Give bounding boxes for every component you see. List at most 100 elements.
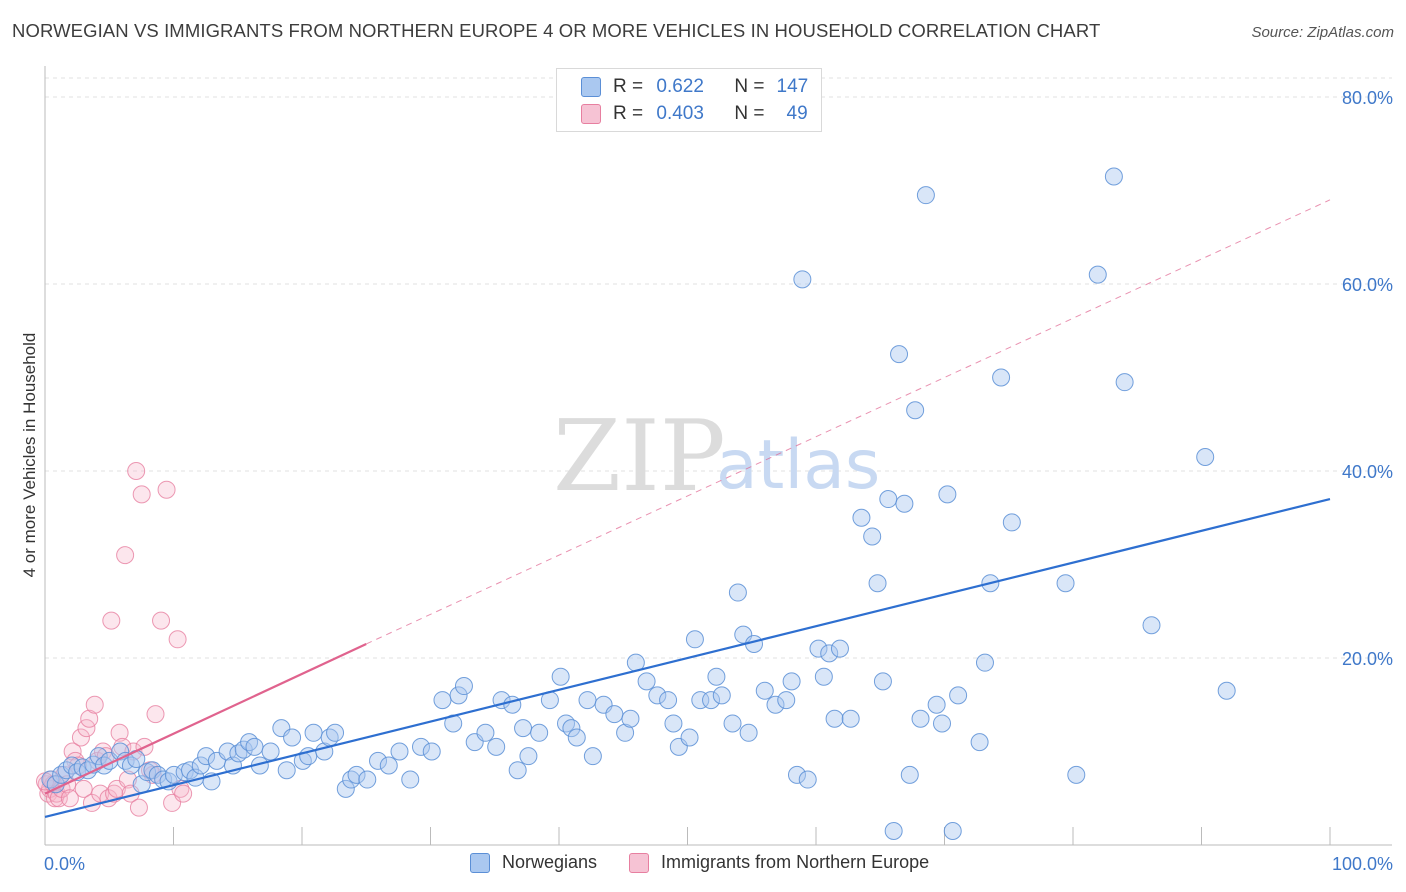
- watermark-atlas: atlas: [716, 426, 880, 505]
- legend-label: Immigrants from Northern Europe: [661, 852, 930, 872]
- point-norwegians: [245, 737, 264, 756]
- y-tick-label: 80.0%: [1342, 88, 1393, 108]
- point-norwegians: [347, 765, 366, 784]
- legend-swatch-pink: [581, 104, 601, 124]
- point-norwegians: [648, 686, 667, 705]
- n-label: N =: [734, 103, 765, 124]
- point-norwegians: [852, 508, 871, 527]
- point-norwegians: [825, 709, 844, 728]
- point-norwegians: [1142, 616, 1161, 635]
- stats-legend: R = 0.622 N = 147 R = 0.403 N = 49: [556, 68, 822, 132]
- point-norwegians: [514, 719, 533, 738]
- point-norwegians: [873, 672, 892, 691]
- n-value: 49: [786, 103, 808, 124]
- point-norwegians: [379, 756, 398, 775]
- point-norwegians: [728, 583, 747, 602]
- point-norwegians: [702, 691, 721, 710]
- point-immigrants: [116, 546, 135, 565]
- point-norwegians: [1115, 373, 1134, 392]
- point-norwegians: [567, 728, 586, 747]
- legend-row-norwegians: R = 0.622 N = 147: [581, 73, 808, 101]
- point-norwegians: [401, 770, 420, 789]
- point-norwegians: [336, 779, 355, 798]
- trend-immigrants: [44, 642, 367, 795]
- point-norwegians: [975, 653, 994, 672]
- point-norwegians: [680, 728, 699, 747]
- point-norwegians: [798, 770, 817, 789]
- point-immigrants: [60, 789, 79, 808]
- trend-lines: [44, 199, 1331, 819]
- point-norwegians: [906, 401, 925, 420]
- point-immigrants: [110, 723, 129, 742]
- point-norwegians: [449, 686, 468, 705]
- legend-swatch-pink: [629, 852, 650, 873]
- point-immigrants: [85, 695, 104, 714]
- r-value: 0.622: [656, 76, 704, 97]
- point-norwegians: [766, 695, 785, 714]
- point-norwegians: [809, 639, 828, 658]
- chart-title: NORWEGIAN VS IMMIGRANTS FROM NORTHERN EU…: [12, 20, 1101, 41]
- point-norwegians: [1002, 513, 1021, 532]
- gridlines: [45, 77, 1392, 659]
- n-label: N =: [734, 76, 765, 97]
- point-norwegians: [992, 368, 1011, 387]
- point-immigrants: [146, 705, 165, 724]
- point-norwegians: [578, 691, 597, 710]
- point-norwegians: [916, 186, 935, 205]
- point-norwegians: [277, 761, 296, 780]
- point-norwegians: [664, 714, 683, 733]
- point-norwegians: [621, 709, 640, 728]
- point-immigrants: [80, 709, 99, 728]
- point-norwegians: [712, 686, 731, 705]
- y-tick-label: 40.0%: [1342, 462, 1393, 482]
- point-norwegians: [739, 723, 758, 742]
- point-norwegians: [793, 270, 812, 289]
- trend-norwegians: [44, 497, 1331, 819]
- legend-label: Norwegians: [502, 852, 598, 872]
- watermark: ZIP atlas: [553, 400, 880, 514]
- point-norwegians: [895, 494, 914, 513]
- r-label: R =: [613, 103, 644, 124]
- point-norwegians: [197, 747, 216, 766]
- point-norwegians: [422, 742, 441, 761]
- point-norwegians: [755, 681, 774, 700]
- legend-swatch-blue: [470, 852, 490, 873]
- legend-item-immigrants: Immigrants from Northern Europe: [629, 852, 929, 873]
- point-immigrants: [69, 756, 88, 775]
- point-immigrants: [132, 485, 151, 504]
- point-immigrants: [129, 798, 148, 817]
- point-norwegians: [938, 485, 957, 504]
- point-norwegians: [879, 490, 898, 509]
- point-norwegians: [1196, 447, 1215, 466]
- point-norwegians: [562, 719, 581, 738]
- point-norwegians: [884, 821, 903, 840]
- point-immigrants: [102, 611, 121, 630]
- point-norwegians: [411, 737, 430, 756]
- point-norwegians: [1067, 765, 1086, 784]
- point-norwegians: [820, 644, 839, 663]
- r-label: R =: [613, 76, 644, 97]
- point-norwegians: [949, 686, 968, 705]
- point-norwegians: [814, 667, 833, 686]
- point-norwegians: [787, 765, 806, 784]
- source-label: Source: ZipAtlas.com: [1251, 24, 1394, 41]
- point-norwegians: [927, 695, 946, 714]
- point-norwegians: [782, 672, 801, 691]
- point-norwegians: [890, 345, 909, 364]
- trend-immigrants-extension: [366, 199, 1331, 645]
- watermark-zip: ZIP: [553, 400, 726, 514]
- legend-row-immigrants: R = 0.403 N = 49: [581, 100, 808, 128]
- point-immigrants: [127, 462, 146, 480]
- point-norwegians: [900, 765, 919, 784]
- point-immigrants: [174, 784, 193, 803]
- y-tick-label: 60.0%: [1342, 275, 1393, 295]
- legend-item-norwegians: Norwegians: [470, 852, 597, 873]
- point-norwegians: [283, 728, 302, 747]
- point-norwegians: [454, 677, 473, 696]
- point-norwegians: [369, 751, 388, 770]
- point-norwegians: [685, 630, 704, 649]
- point-immigrants: [113, 737, 132, 756]
- point-norwegians: [637, 672, 656, 691]
- point-immigrants: [91, 784, 110, 803]
